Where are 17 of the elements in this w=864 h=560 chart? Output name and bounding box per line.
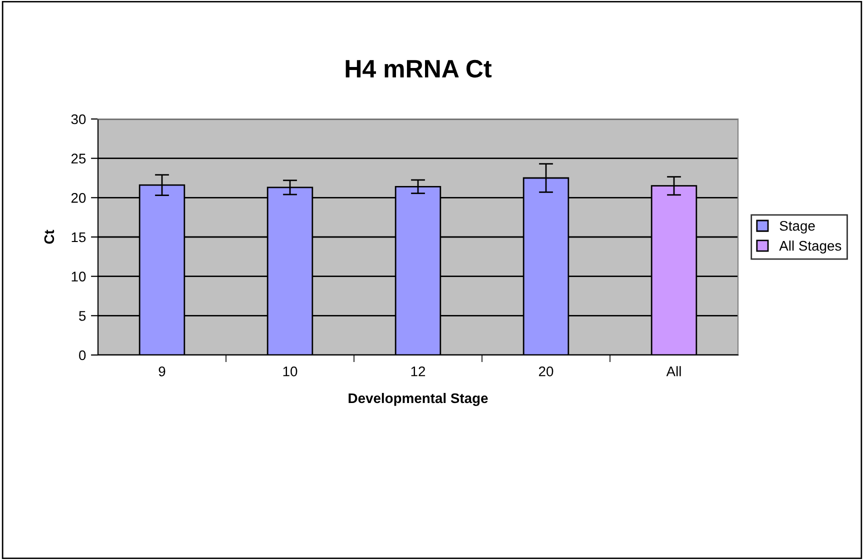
y-tick-label: 5 bbox=[79, 311, 86, 321]
x-tick-label: 20 bbox=[538, 366, 554, 376]
y-axis-title: Ct bbox=[44, 230, 54, 244]
y-tick-label: 10 bbox=[72, 272, 86, 282]
y-tick-label: 0 bbox=[79, 350, 86, 360]
chart-title: H4 mRNA Ct bbox=[346, 60, 492, 78]
y-tick-label: 25 bbox=[71, 154, 86, 164]
y-tick-label: 20 bbox=[71, 193, 86, 203]
x-tick-label: 9 bbox=[158, 366, 166, 376]
x-tick-label: All bbox=[666, 366, 681, 376]
x-axis-title: Developmental Stage bbox=[348, 392, 488, 406]
x-tick-label: 10 bbox=[283, 366, 298, 376]
legend-label: All Stages bbox=[779, 240, 842, 254]
x-tick-label: 12 bbox=[411, 366, 426, 376]
legend-label: Stage bbox=[780, 220, 815, 234]
y-tick-label: 15 bbox=[72, 232, 86, 242]
y-tick-label: 30 bbox=[71, 114, 86, 124]
